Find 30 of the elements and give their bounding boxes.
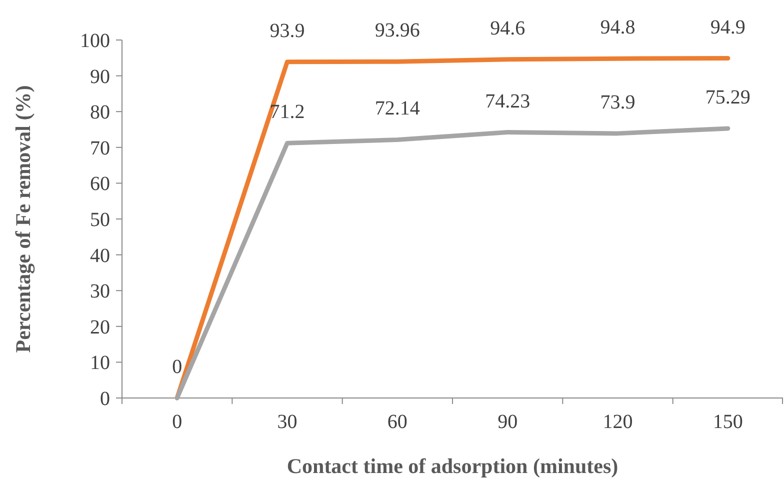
y-tick-label: 100 (80, 30, 110, 52)
data-label: 73.9 (600, 91, 636, 114)
data-label: 94.8 (600, 16, 636, 39)
data-label: 72.14 (374, 98, 420, 120)
y-tick-label: 0 (100, 388, 110, 410)
x-tick-label: 150 (712, 411, 743, 433)
x-tick-label: 30 (277, 411, 298, 433)
y-axis-title: Percentage of Fe removal (%) (11, 85, 35, 353)
data-label: 75.29 (705, 86, 750, 108)
data-label: 0 (172, 356, 182, 378)
x-tick-label: 120 (602, 411, 633, 433)
y-tick-label: 50 (90, 209, 110, 231)
y-tick-label: 70 (90, 137, 110, 160)
x-axis-title: Contact time of adsorption (minutes) (286, 454, 618, 478)
y-tick-label: 10 (90, 352, 110, 374)
y-tick-label: 40 (90, 244, 110, 267)
y-tick-label: 60 (90, 173, 110, 196)
y-tick-label: 20 (90, 316, 110, 338)
y-tick-label: 30 (90, 280, 110, 303)
data-label: 93.9 (270, 20, 305, 42)
x-tick-label: 60 (387, 411, 408, 433)
data-label: 74.23 (485, 90, 530, 112)
y-tick-label: 80 (90, 102, 110, 124)
data-label: 94.6 (490, 17, 526, 40)
line-series (174, 126, 730, 400)
x-tick-label: 0 (172, 411, 182, 433)
y-tick-label: 90 (90, 66, 110, 88)
data-label: 94.9 (710, 16, 746, 38)
x-tick-label: 90 (498, 411, 518, 433)
data-label: 93.96 (374, 20, 420, 42)
